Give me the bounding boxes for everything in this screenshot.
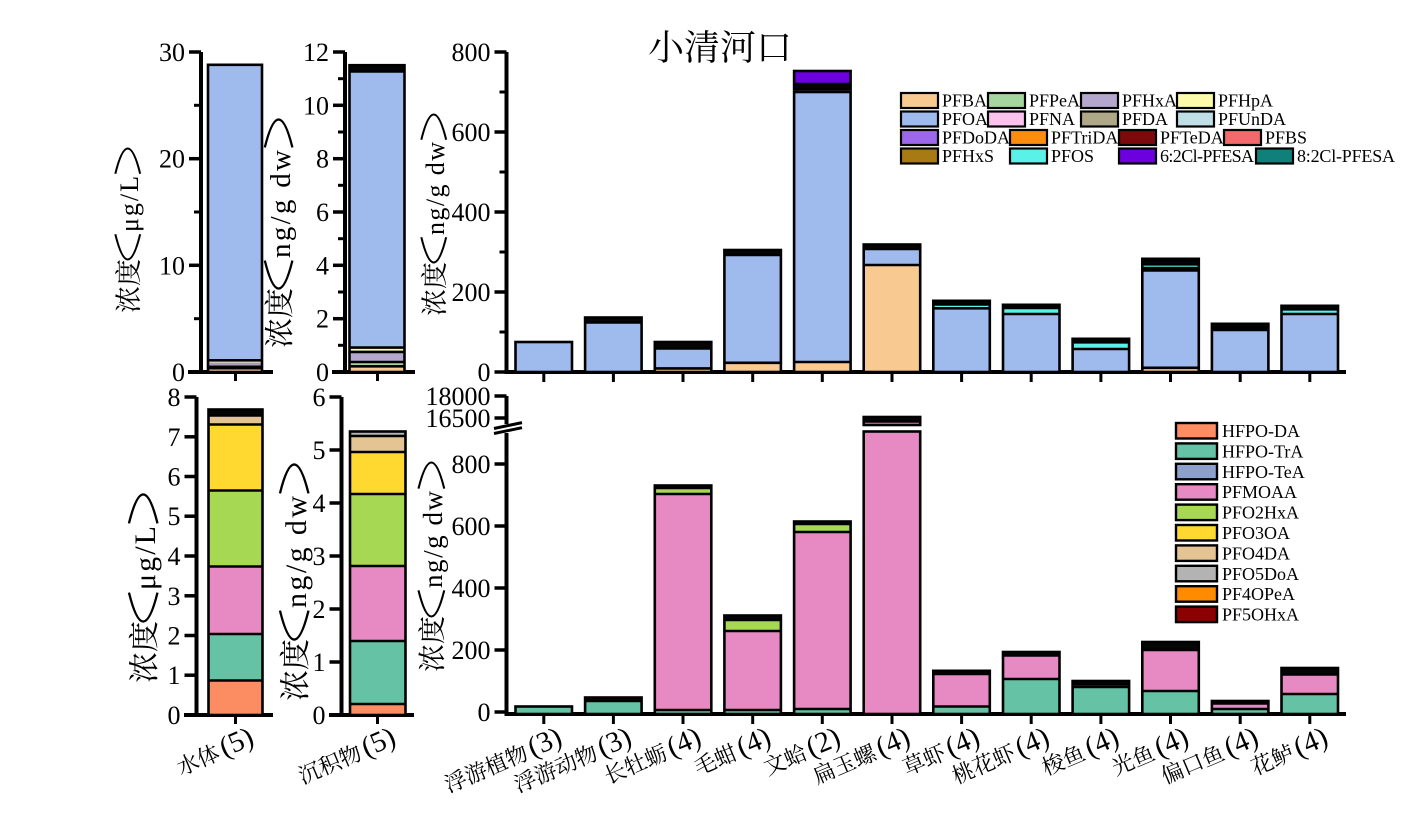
- svg-text:4: 4: [313, 489, 326, 518]
- svg-text:8: 8: [316, 145, 329, 174]
- svg-text:HFPO-TrA: HFPO-TrA: [1222, 441, 1303, 461]
- svg-text:PFBS: PFBS: [1265, 128, 1307, 148]
- svg-text:PFHpA: PFHpA: [1218, 91, 1273, 111]
- svg-text:PFHxA: PFHxA: [1122, 91, 1177, 111]
- svg-text:12: 12: [303, 38, 329, 67]
- svg-text:5: 5: [313, 436, 326, 465]
- svg-text:ng/g dw: ng/g dw: [280, 496, 313, 608]
- svg-text:PFDoDA: PFDoDA: [942, 128, 1010, 148]
- svg-text:ng/g dw: ng/g dw: [421, 142, 450, 235]
- svg-text:800: 800: [452, 38, 491, 67]
- svg-text:600: 600: [452, 512, 491, 541]
- svg-text:2: 2: [313, 595, 326, 624]
- svg-text:6: 6: [316, 198, 329, 227]
- svg-text:30: 30: [159, 38, 185, 67]
- svg-text:8: 8: [168, 383, 181, 412]
- svg-text:6:2Cl-PFESA: 6:2Cl-PFESA: [1160, 146, 1254, 166]
- svg-text:2: 2: [316, 305, 329, 334]
- svg-text:0: 0: [313, 701, 326, 730]
- svg-text:7: 7: [168, 423, 181, 452]
- svg-text:5: 5: [168, 502, 181, 531]
- svg-text:1: 1: [313, 648, 326, 677]
- svg-text:PFOS: PFOS: [1051, 146, 1094, 166]
- svg-text:PFOA: PFOA: [942, 109, 988, 129]
- svg-text:PFTeDA: PFTeDA: [1160, 128, 1224, 148]
- svg-text:PFPeA: PFPeA: [1029, 91, 1080, 111]
- svg-text:18000: 18000: [426, 382, 491, 411]
- svg-text:PFO2HxA: PFO2HxA: [1222, 503, 1299, 523]
- svg-text:μg/L: μg/L: [115, 176, 144, 232]
- svg-text:6: 6: [313, 383, 326, 412]
- svg-text:PFTriDA: PFTriDA: [1051, 128, 1118, 148]
- svg-text:16500: 16500: [426, 404, 491, 433]
- svg-text:HFPO-DA: HFPO-DA: [1222, 421, 1300, 441]
- svg-text:PFMOAA: PFMOAA: [1222, 482, 1297, 502]
- svg-text:PF4OPeA: PF4OPeA: [1222, 584, 1295, 604]
- svg-text:μg/L: μg/L: [129, 526, 162, 590]
- svg-text:10: 10: [159, 251, 185, 280]
- svg-text:200: 200: [452, 636, 491, 665]
- svg-text:600: 600: [452, 118, 491, 147]
- svg-text:4: 4: [316, 251, 329, 280]
- svg-text:0: 0: [478, 358, 491, 387]
- svg-text:8:2Cl-PFESA: 8:2Cl-PFESA: [1297, 146, 1395, 166]
- svg-text:3: 3: [168, 582, 181, 611]
- svg-text:PFBA: PFBA: [942, 91, 987, 111]
- svg-text:0: 0: [168, 701, 181, 730]
- svg-text:PFO3OA: PFO3OA: [1222, 523, 1290, 543]
- svg-text:ng/g dw: ng/g dw: [265, 150, 297, 258]
- svg-text:10: 10: [303, 91, 329, 120]
- svg-text:3: 3: [313, 542, 326, 571]
- svg-text:2: 2: [168, 622, 181, 651]
- svg-text:400: 400: [452, 198, 491, 227]
- svg-text:1: 1: [168, 661, 181, 690]
- svg-text:PFO4DA: PFO4DA: [1222, 543, 1290, 563]
- svg-text:20: 20: [159, 145, 185, 174]
- svg-text:6: 6: [168, 463, 181, 492]
- svg-text:200: 200: [452, 278, 491, 307]
- svg-text:PFNA: PFNA: [1029, 109, 1075, 129]
- svg-text:4: 4: [168, 542, 181, 571]
- svg-text:PFO5DoA: PFO5DoA: [1222, 564, 1299, 584]
- svg-text:PFHxS: PFHxS: [942, 146, 994, 166]
- svg-text:0: 0: [316, 358, 329, 387]
- svg-text:0: 0: [172, 358, 185, 387]
- svg-text:PFDA: PFDA: [1122, 109, 1168, 129]
- svg-text:0: 0: [478, 698, 491, 727]
- svg-text:ng/g dw: ng/g dw: [418, 491, 448, 589]
- svg-text:HFPO-TeA: HFPO-TeA: [1222, 462, 1305, 482]
- svg-text:400: 400: [452, 574, 491, 603]
- svg-text:PF5OHxA: PF5OHxA: [1222, 605, 1299, 625]
- svg-text:PFUnDA: PFUnDA: [1218, 109, 1286, 129]
- svg-text:800: 800: [452, 450, 491, 479]
